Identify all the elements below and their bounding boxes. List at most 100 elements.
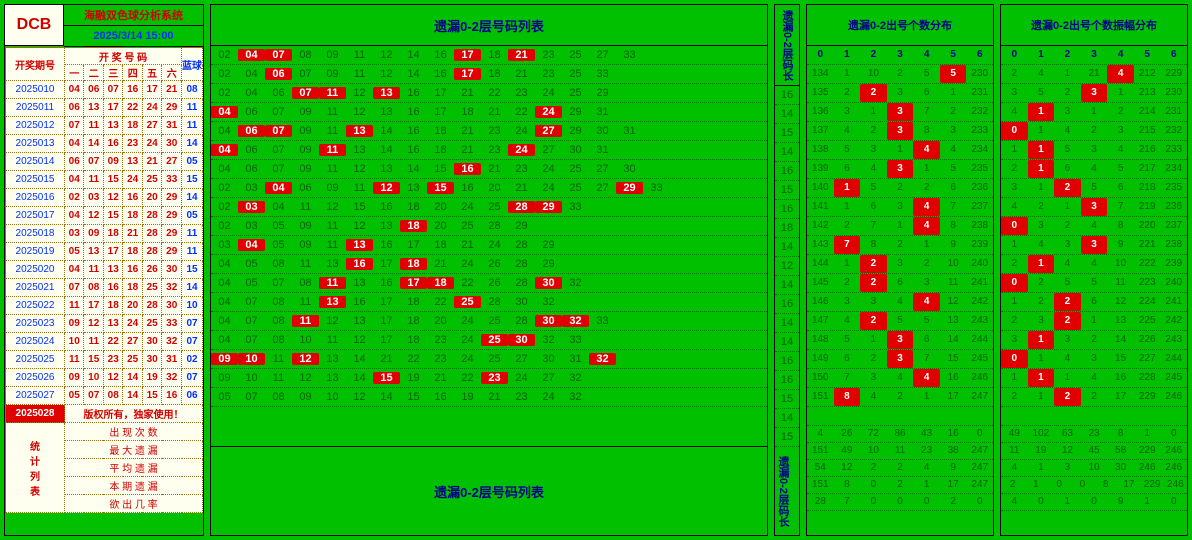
dist-foot-cell: 4 xyxy=(807,426,834,442)
blue-ball: 06 xyxy=(182,387,203,405)
dist-foot-cell: 7 xyxy=(834,494,861,510)
red-ball: 12 xyxy=(84,315,103,333)
dist-cell: 230 xyxy=(1160,84,1187,102)
dist-cell: 13 xyxy=(1107,312,1134,330)
dist-foot-cell: 72 xyxy=(860,426,887,442)
dist-cell: 135 xyxy=(807,84,834,102)
mid-cell: 07 xyxy=(238,334,265,346)
red-ball: 03 xyxy=(84,189,103,207)
red-ball: 15 xyxy=(84,351,103,369)
period-id: 2025014 xyxy=(6,153,65,171)
dist-cell: 237 xyxy=(1160,217,1187,235)
dist-foot-cell: 0 xyxy=(966,494,993,510)
dist-cell: 238 xyxy=(1160,236,1187,254)
dist-cell: 240 xyxy=(1160,274,1187,292)
mid-cell: 12 xyxy=(319,315,346,327)
dist-cell: 1 xyxy=(1054,198,1081,216)
mid-cell: 24 xyxy=(535,391,562,403)
dist-cell: 6 xyxy=(1054,160,1081,178)
mid-cell: 17 xyxy=(373,334,400,346)
mid-cell: 13 xyxy=(319,258,346,270)
dist-foot-cell: 11 xyxy=(1001,443,1028,459)
dist-cell: 231 xyxy=(1160,103,1187,121)
period-id: 2025019 xyxy=(6,243,65,261)
dist-cell: 2 xyxy=(860,84,887,102)
dist-foot-cell: 23 xyxy=(913,443,940,459)
len-cell: 15 xyxy=(775,428,799,447)
mid-cell: 25 xyxy=(454,220,481,232)
dist-cell: 2 xyxy=(1028,274,1055,292)
dist-cell: 15 xyxy=(940,350,967,368)
dist-cell: 1 xyxy=(1028,141,1055,159)
dist-head: 0 xyxy=(1001,46,1028,64)
mid-cell: 11 xyxy=(265,353,292,365)
mid-cell: 04 xyxy=(238,87,265,99)
red-ball: 17 xyxy=(103,243,122,261)
red-ball: 23 xyxy=(103,351,122,369)
dist-cell: 8 xyxy=(860,236,887,254)
dist-cell: 239 xyxy=(966,236,993,254)
dist-foot-cell: 49 xyxy=(1001,426,1028,442)
mid-cell: 08 xyxy=(265,334,292,346)
red-ball: 32 xyxy=(162,279,182,297)
dist-cell: 147 xyxy=(807,312,834,330)
dist-cell: 246 xyxy=(966,369,993,387)
dist-cell: 145 xyxy=(807,274,834,292)
red-ball: 05 xyxy=(65,387,84,405)
red-ball: 29 xyxy=(162,207,182,225)
dist-cell: 4 xyxy=(887,293,914,311)
dist-cell: 243 xyxy=(1160,331,1187,349)
dist-cell: 1 xyxy=(1054,65,1081,83)
red-ball: 21 xyxy=(162,81,182,99)
mid-cell: 09 xyxy=(292,391,319,403)
mid-cell: 24 xyxy=(454,315,481,327)
mid-cell: 13 xyxy=(346,277,373,289)
red-ball: 11 xyxy=(84,261,103,279)
dist-cell: 2 xyxy=(1054,388,1081,406)
pos-col: 三 xyxy=(103,65,122,81)
period-id: 2025024 xyxy=(6,333,65,351)
mid-cell: 07 xyxy=(238,315,265,327)
mid-cell: 13 xyxy=(346,125,373,137)
mid-cell: 14 xyxy=(346,372,373,384)
dist-cell: 2 xyxy=(887,179,914,197)
dist-cell: 5 xyxy=(940,65,967,83)
mid-cell: 09 xyxy=(292,125,319,137)
red-ball: 08 xyxy=(103,387,122,405)
mid-cell: 09 xyxy=(292,239,319,251)
col-blue: 蓝球 xyxy=(182,48,203,81)
copyright: 版权所有，独家使用！ xyxy=(65,405,203,423)
mid-cell: 21 xyxy=(481,391,508,403)
mid-cell: 23 xyxy=(508,163,535,175)
dist-cell: 7 xyxy=(913,350,940,368)
red-ball: 12 xyxy=(103,369,122,387)
dist-cell: 9 xyxy=(940,236,967,254)
period-id: 2025018 xyxy=(6,225,65,243)
mid-panel: 遗漏0-2层号码列表 02040708091112141617182123252… xyxy=(210,4,768,536)
mid-cell: 06 xyxy=(265,68,292,80)
mid-cell: 12 xyxy=(373,68,400,80)
dist-cell: 7 xyxy=(940,198,967,216)
mid-cell: 29 xyxy=(589,87,616,99)
dist-cell: 3 xyxy=(1081,236,1108,254)
mid-cell: 18 xyxy=(400,315,427,327)
mid-cell: 05 xyxy=(238,258,265,270)
mid-cell: 02 xyxy=(211,87,238,99)
red-ball: 09 xyxy=(65,369,84,387)
mid-cell: 20 xyxy=(481,182,508,194)
dist-cell: 220 xyxy=(1134,217,1161,235)
dist-cell: 141 xyxy=(807,198,834,216)
dist-cell: 4 xyxy=(1054,255,1081,273)
dist-cell: 236 xyxy=(966,179,993,197)
mid-cell: 32 xyxy=(562,391,589,403)
dist-foot-cell: 8 xyxy=(834,477,861,493)
mid-cell: 18 xyxy=(400,334,427,346)
red-ball: 07 xyxy=(103,81,122,99)
dist-cell: 4 xyxy=(1081,255,1108,273)
dist-foot-cell: 0 xyxy=(1028,494,1055,510)
dist-foot-cell: 2 xyxy=(940,494,967,510)
dist-cell: 1 xyxy=(1028,331,1055,349)
mid-cell: 12 xyxy=(292,372,319,384)
mid-cell: 03 xyxy=(238,182,265,194)
dist-cell: 3 xyxy=(1001,331,1028,349)
